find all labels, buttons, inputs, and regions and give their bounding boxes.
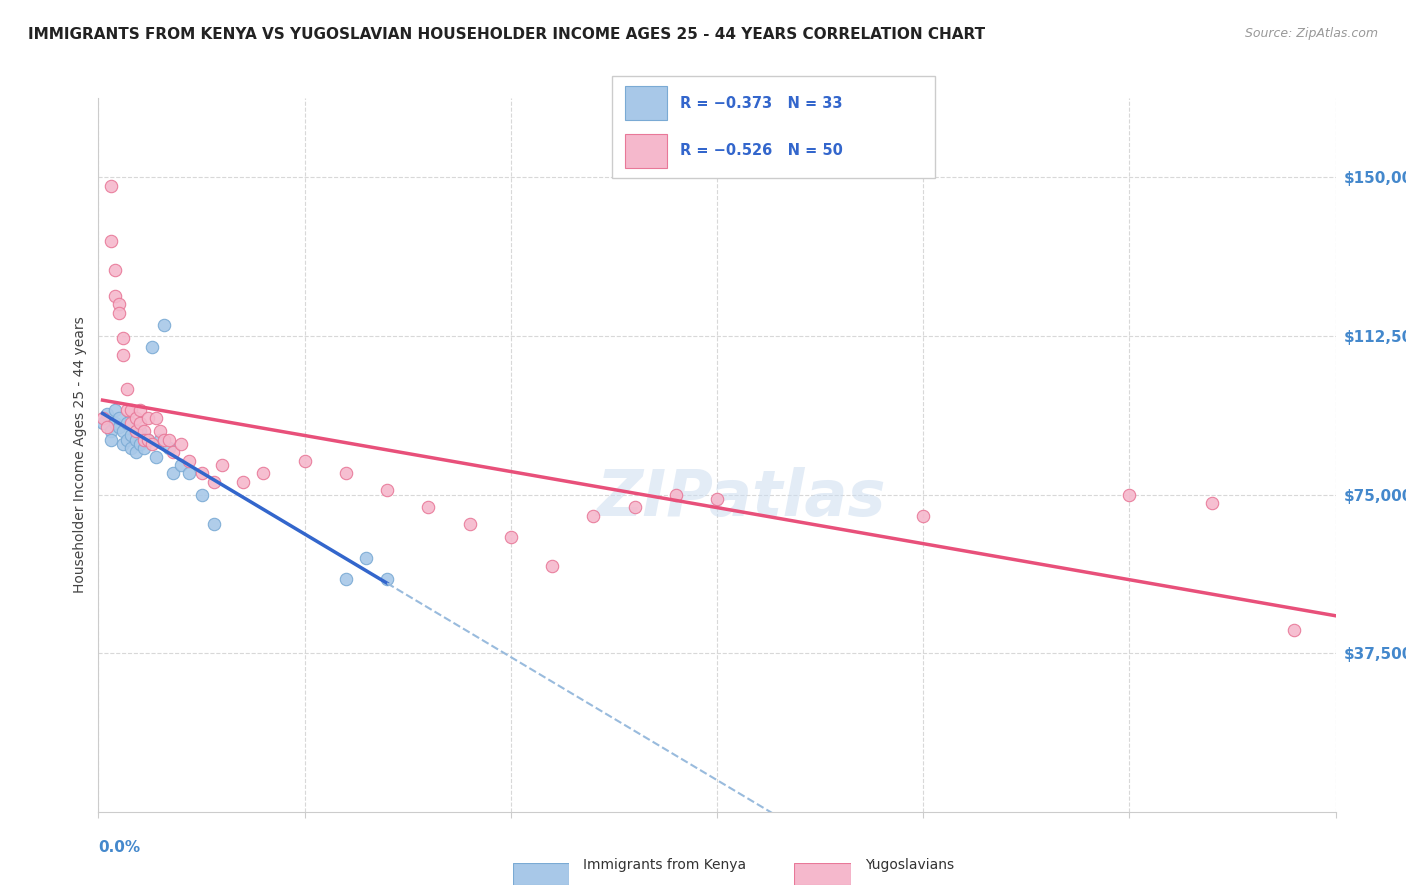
Point [335,572,357,586]
Point [1284,623,1306,637]
Point [104,289,127,303]
Y-axis label: Householder Income Ages 25 - 44 years: Householder Income Ages 25 - 44 years [73,317,87,593]
Point [100,424,122,438]
Point [1118,487,1140,501]
Point [117,403,139,417]
Point [108,420,131,434]
Point [132,441,155,455]
Point [211,458,233,472]
Point [136,433,159,447]
Point [356,551,378,566]
Point [202,517,225,532]
Point [153,318,176,333]
Point [117,433,139,447]
Point [706,491,728,506]
Point [623,500,645,515]
Text: R = −0.373   N = 33: R = −0.373 N = 33 [679,96,842,111]
Point [136,411,159,425]
Point [499,530,522,544]
Point [157,433,180,447]
Text: R = −0.526   N = 50: R = −0.526 N = 50 [679,144,842,158]
Point [190,467,212,481]
FancyBboxPatch shape [612,76,935,178]
Point [128,403,150,417]
Point [162,467,184,481]
Point [1201,496,1223,510]
Point [91,411,114,425]
Point [112,331,135,345]
FancyBboxPatch shape [513,863,569,885]
Point [294,454,316,468]
Point [418,500,440,515]
Point [112,348,135,362]
Point [202,475,225,489]
Point [108,411,131,425]
Point [124,445,146,459]
Point [117,382,139,396]
Point [145,411,167,425]
Point [108,297,131,311]
Point [458,517,481,532]
Point [335,467,357,481]
Point [541,559,564,574]
Point [375,483,398,498]
Point [179,454,201,468]
Point [190,487,212,501]
Point [120,403,142,417]
Point [112,437,135,451]
Point [149,433,172,447]
Point [162,445,184,459]
Point [136,433,159,447]
Point [91,416,114,430]
Point [252,467,274,481]
Point [120,416,142,430]
Point [132,424,155,438]
Point [145,450,167,464]
Point [141,340,163,354]
Point [170,458,193,472]
Point [582,508,605,523]
Point [124,424,146,438]
FancyBboxPatch shape [794,863,851,885]
Point [665,487,688,501]
Point [124,411,146,425]
Point [96,407,118,421]
Text: IMMIGRANTS FROM KENYA VS YUGOSLAVIAN HOUSEHOLDER INCOME AGES 25 - 44 YEARS CORRE: IMMIGRANTS FROM KENYA VS YUGOSLAVIAN HOU… [28,27,986,42]
Point [100,234,122,248]
Point [232,475,254,489]
Point [128,437,150,451]
Point [128,424,150,438]
Point [912,508,935,523]
Point [104,416,127,430]
Point [112,424,135,438]
Point [153,433,176,447]
Text: Yugoslavians: Yugoslavians [865,858,953,872]
Point [117,416,139,430]
Point [170,437,193,451]
Point [96,420,118,434]
Point [157,441,180,455]
FancyBboxPatch shape [624,87,666,120]
Point [108,306,131,320]
Text: ZIPatlas: ZIPatlas [598,467,887,529]
Point [149,424,172,438]
Point [375,572,398,586]
Point [100,433,122,447]
Point [179,467,201,481]
Point [120,428,142,442]
Text: Immigrants from Kenya: Immigrants from Kenya [583,858,747,872]
Point [132,433,155,447]
Text: Source: ZipAtlas.com: Source: ZipAtlas.com [1244,27,1378,40]
Point [104,263,127,277]
Point [124,433,146,447]
Point [141,437,163,451]
Point [128,416,150,430]
Point [104,403,127,417]
Text: 0.0%: 0.0% [98,840,141,855]
Point [100,178,122,193]
FancyBboxPatch shape [624,135,666,168]
Point [120,441,142,455]
